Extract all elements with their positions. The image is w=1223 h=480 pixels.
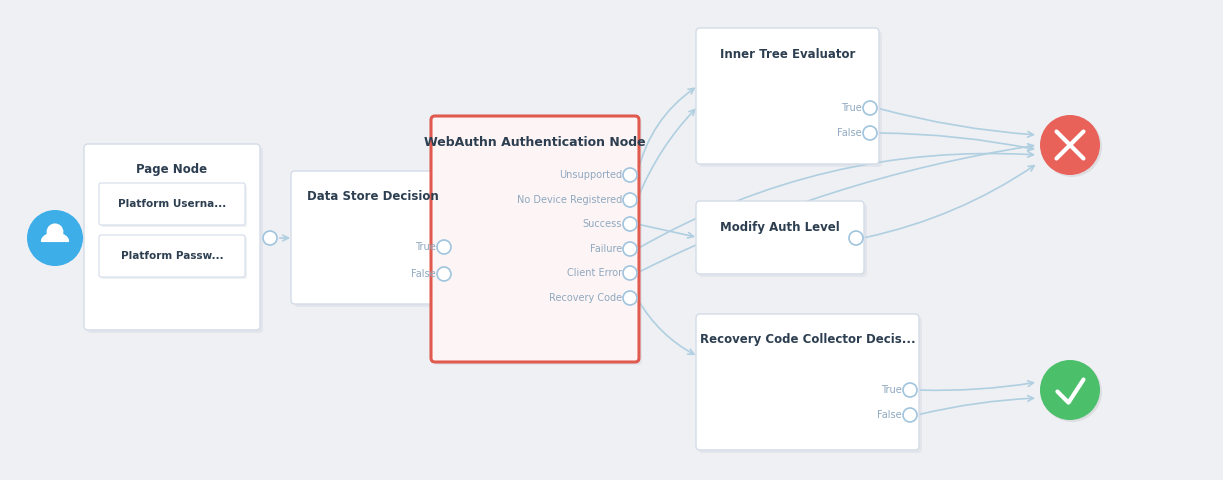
- Text: Client Error: Client Error: [567, 268, 623, 278]
- Text: True: True: [841, 103, 862, 113]
- FancyBboxPatch shape: [99, 235, 245, 277]
- Circle shape: [863, 126, 877, 140]
- Text: False: False: [838, 128, 862, 138]
- Circle shape: [903, 383, 917, 397]
- Text: False: False: [411, 269, 437, 279]
- Text: False: False: [877, 410, 903, 420]
- FancyBboxPatch shape: [700, 204, 867, 277]
- Text: Failure: Failure: [589, 244, 623, 254]
- Text: No Device Registered: No Device Registered: [517, 195, 623, 205]
- FancyBboxPatch shape: [294, 174, 457, 307]
- Polygon shape: [42, 233, 68, 241]
- Circle shape: [1040, 360, 1099, 420]
- Text: Recovery Code: Recovery Code: [549, 293, 623, 303]
- FancyBboxPatch shape: [99, 183, 245, 225]
- Text: Unsupported: Unsupported: [559, 170, 623, 180]
- Text: Modify Auth Level: Modify Auth Level: [720, 220, 840, 233]
- Text: Data Store Decision: Data Store Decision: [307, 191, 438, 204]
- Circle shape: [27, 210, 83, 266]
- FancyBboxPatch shape: [102, 185, 247, 227]
- Circle shape: [1042, 362, 1102, 422]
- Circle shape: [1040, 115, 1099, 175]
- Circle shape: [437, 240, 451, 254]
- Text: Recovery Code Collector Decis...: Recovery Code Collector Decis...: [700, 334, 915, 347]
- Text: Success: Success: [582, 219, 623, 229]
- FancyBboxPatch shape: [291, 171, 454, 304]
- Circle shape: [623, 291, 637, 305]
- Text: Platform Userna...: Platform Userna...: [117, 199, 226, 209]
- Circle shape: [849, 231, 863, 245]
- Text: Page Node: Page Node: [137, 164, 208, 177]
- FancyBboxPatch shape: [696, 201, 863, 274]
- Circle shape: [623, 217, 637, 231]
- Circle shape: [46, 224, 64, 240]
- FancyBboxPatch shape: [87, 147, 263, 333]
- Text: True: True: [882, 385, 903, 395]
- FancyBboxPatch shape: [696, 314, 918, 450]
- Circle shape: [623, 242, 637, 256]
- Circle shape: [863, 101, 877, 115]
- Text: Inner Tree Evaluator: Inner Tree Evaluator: [720, 48, 855, 60]
- Text: Platform Passw...: Platform Passw...: [121, 251, 224, 261]
- Circle shape: [263, 231, 276, 245]
- FancyBboxPatch shape: [696, 28, 879, 164]
- FancyBboxPatch shape: [430, 116, 638, 362]
- Circle shape: [623, 193, 637, 207]
- Text: WebAuthn Authentication Node: WebAuthn Authentication Node: [424, 135, 646, 148]
- Circle shape: [623, 266, 637, 280]
- Circle shape: [437, 267, 451, 281]
- Circle shape: [623, 168, 637, 182]
- Text: True: True: [416, 242, 437, 252]
- FancyBboxPatch shape: [700, 31, 882, 167]
- Circle shape: [903, 408, 917, 422]
- FancyBboxPatch shape: [700, 317, 922, 453]
- Circle shape: [1042, 117, 1102, 177]
- FancyBboxPatch shape: [102, 237, 247, 279]
- FancyBboxPatch shape: [434, 119, 642, 365]
- FancyBboxPatch shape: [84, 144, 260, 330]
